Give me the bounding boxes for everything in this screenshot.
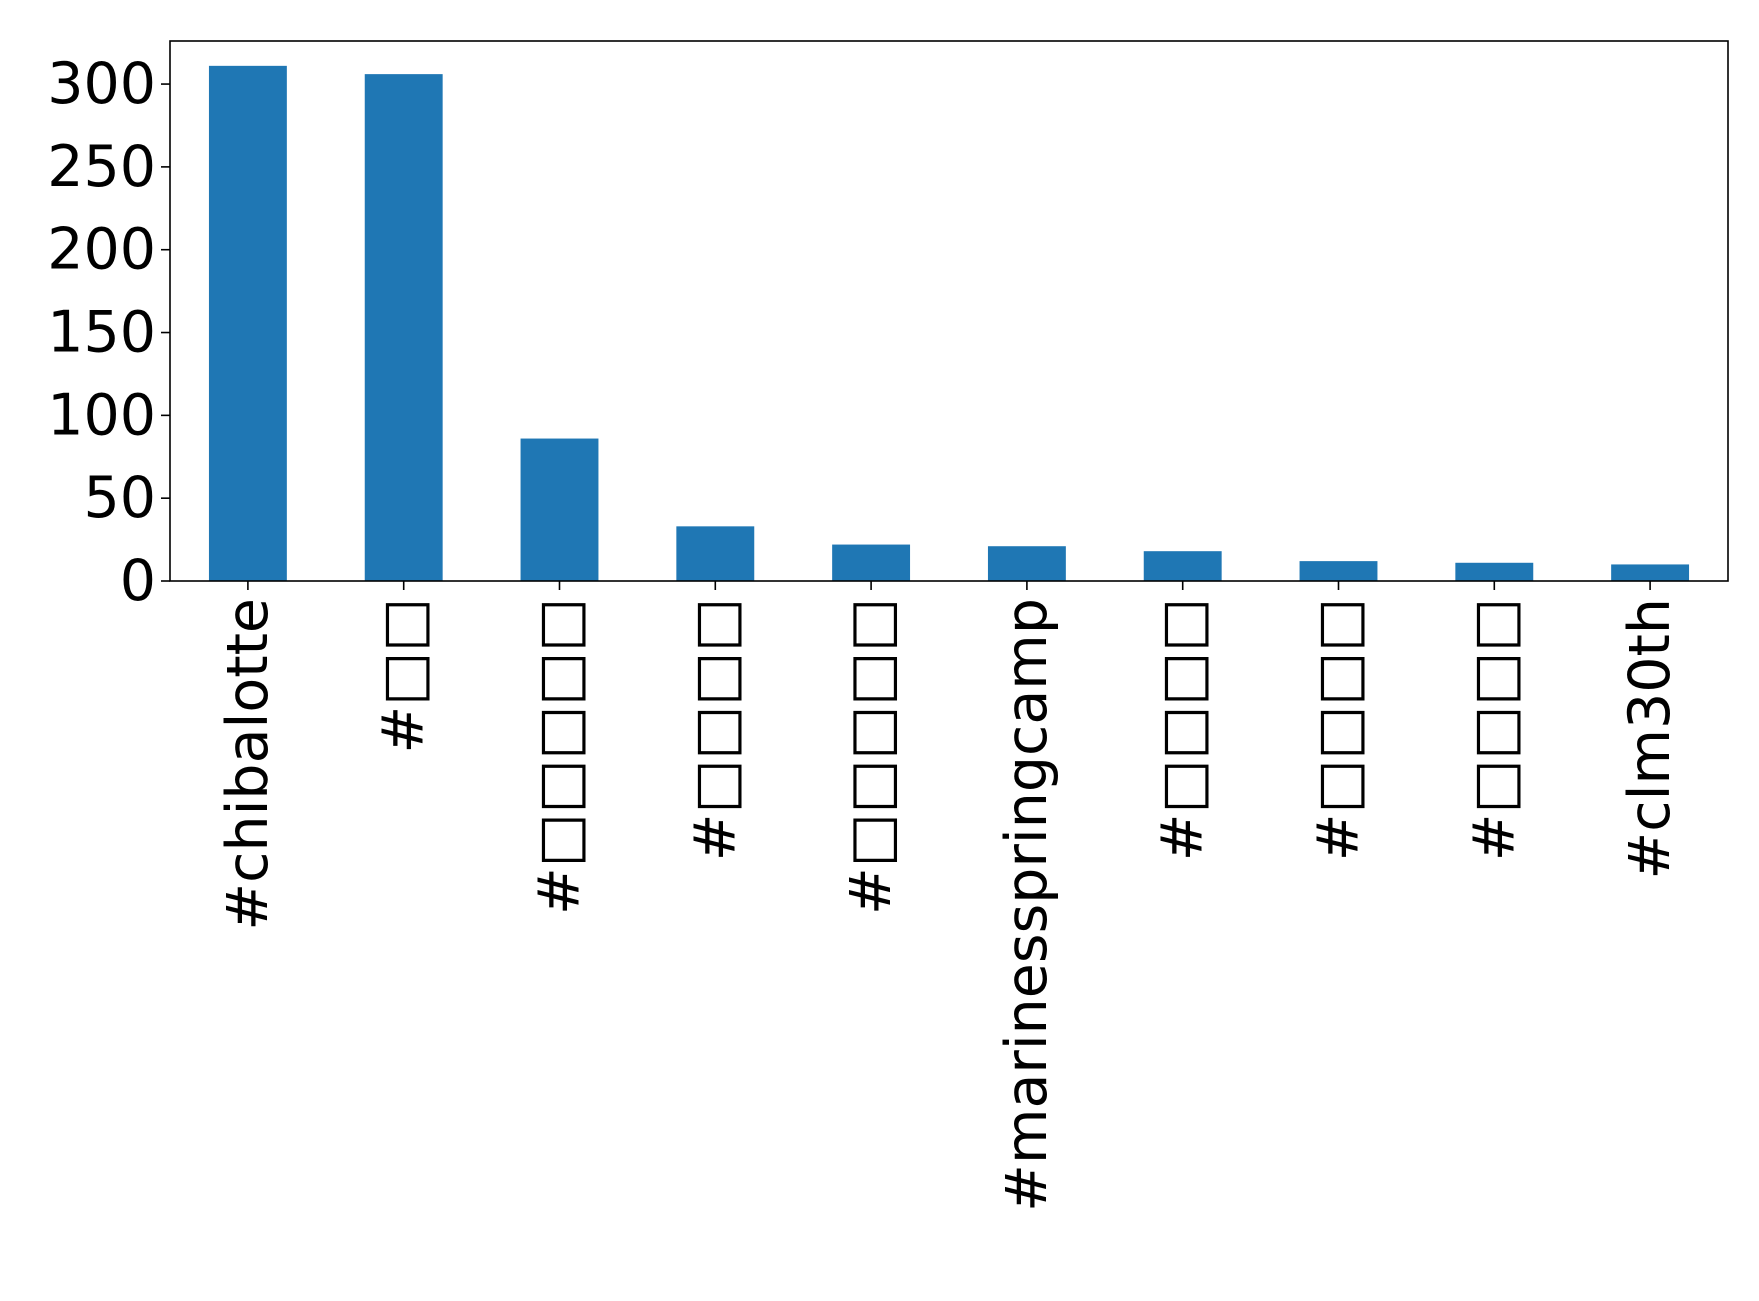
y-tick-label-1: 50 <box>83 465 156 531</box>
x-tick-label-7: #□□□□ <box>1306 598 1372 861</box>
x-tick-label-9: #clm30th <box>1617 598 1683 879</box>
x-tick-label-1: #□□ <box>371 598 437 753</box>
bar-2 <box>520 438 599 581</box>
y-tick-label-3: 150 <box>47 300 156 366</box>
bar-1 <box>364 74 443 581</box>
y-axis: 0 50 100 150 200 250 300 <box>47 51 170 614</box>
bar-4 <box>832 544 911 581</box>
y-tick-label-6: 300 <box>47 51 156 117</box>
x-tick-label-0: #chibalotte <box>215 598 281 931</box>
bar-6 <box>1143 551 1222 581</box>
x-tick-label-3: #□□□□ <box>682 598 748 861</box>
bar-9 <box>1611 564 1690 581</box>
x-tick-label-4: #□□□□□ <box>838 598 904 915</box>
y-tick-label-2: 100 <box>47 382 156 448</box>
bar-7 <box>1299 561 1378 581</box>
x-tick-label-2: #□□□□□ <box>527 598 593 915</box>
x-axis: #chibalotte #□□ #□□□□□ #□□□□ #□□□□□ #mariness… <box>215 581 1683 1212</box>
plot-frame <box>169 40 1729 582</box>
bar-5 <box>987 546 1066 581</box>
bar-8 <box>1455 562 1534 581</box>
y-tick-label-0: 0 <box>120 548 156 614</box>
x-tick-label-5: #marinesspringcamp <box>994 598 1060 1212</box>
x-tick-label-8: #□□□□ <box>1461 598 1527 861</box>
x-tick-label-6: #□□□□ <box>1150 598 1216 861</box>
bar-3 <box>676 526 755 581</box>
y-tick-label-5: 250 <box>47 134 156 200</box>
y-tick-label-4: 200 <box>47 217 156 283</box>
bar-0 <box>208 65 287 582</box>
bars-group <box>208 65 1690 582</box>
